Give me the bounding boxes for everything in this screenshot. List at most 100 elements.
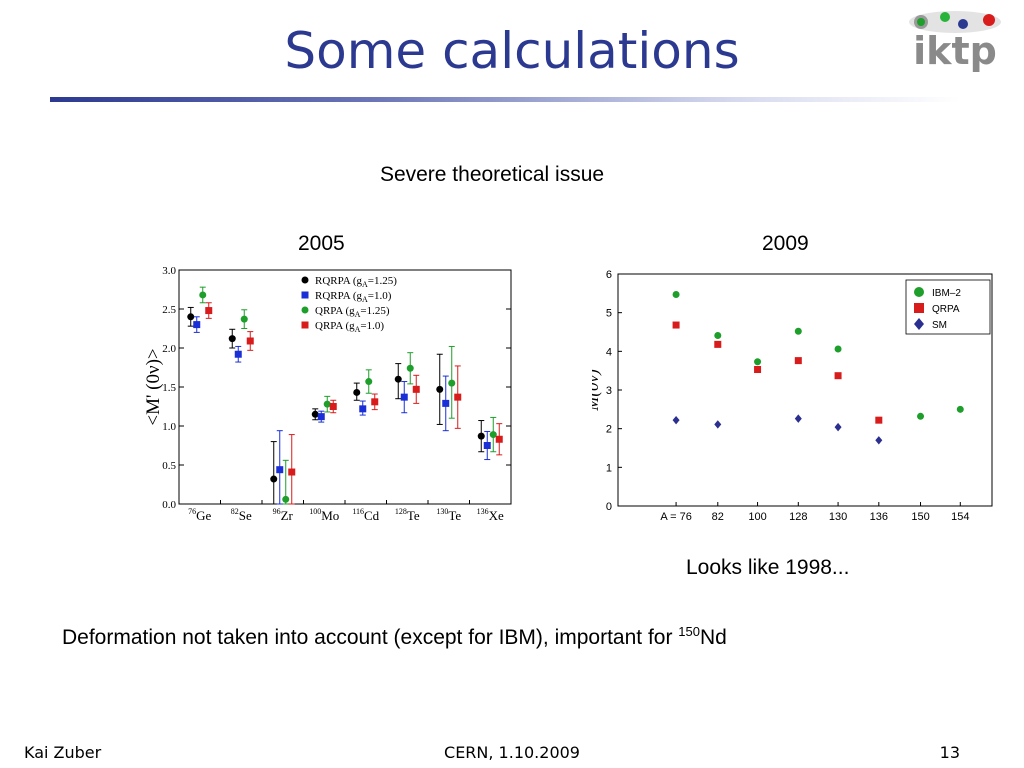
data-point	[228, 335, 236, 343]
footer-venue-date: CERN, 1.10.2009	[444, 743, 580, 762]
data-point	[834, 422, 842, 432]
data-point	[394, 375, 402, 383]
legend-marker	[301, 276, 309, 284]
data-point	[875, 436, 883, 445]
data-point	[875, 416, 883, 424]
data-point	[246, 337, 254, 345]
data-point	[371, 398, 379, 406]
data-point	[282, 495, 290, 503]
legend-marker	[301, 321, 309, 329]
chart-2005-plot: 0.0 0.5 1.0 1.5 2.0 2.5 3.0 <M' (0ν)> 76Ge 82Se 96…	[143, 265, 512, 523]
legend-entry: RQRPA (gA=1.0)	[315, 290, 392, 304]
data-point	[353, 388, 361, 396]
x-tick-label: 154	[951, 511, 969, 523]
chart-2009-plot: 0 1 2 3 4 5 6 M(0ν) A = 76 82 100 128 130 136 150 154 IB…	[592, 269, 993, 523]
y-tick-label: 3	[606, 385, 612, 397]
data-point	[754, 358, 762, 366]
legend-entry: QRPA (gA=1.25)	[315, 305, 390, 319]
x-tick-label: 136	[870, 511, 888, 523]
data-point	[714, 340, 722, 348]
slide-title: Some calculations	[284, 22, 740, 80]
y-tick-label: 0.0	[162, 499, 176, 511]
data-point	[714, 420, 722, 429]
x-tick-label: 82Se	[231, 507, 252, 523]
x-tick-label: 116Cd	[352, 507, 379, 523]
y-axis-label: <M' (0ν)>	[143, 348, 164, 425]
y-tick-label: 2.0	[162, 343, 176, 355]
data-point	[199, 291, 207, 299]
data-point	[442, 399, 450, 407]
legend-entry: QRPA	[932, 304, 960, 315]
legend-entry: QRPA (gA=1.0)	[315, 320, 384, 334]
bottom-statement: Deformation not taken into account (exce…	[62, 624, 727, 650]
data-point	[288, 468, 296, 476]
footer-page-number: 13	[939, 743, 960, 762]
x-tick-label: A = 76	[660, 511, 692, 523]
data-point	[495, 435, 503, 443]
x-tick-label: 130Te	[436, 507, 461, 523]
legend-entry: RQRPA (gA=1.25)	[315, 275, 397, 289]
data-point	[240, 315, 248, 323]
footer-author: Kai Zuber	[24, 743, 102, 762]
y-tick-label: 1.5	[162, 382, 176, 394]
year-2005-label: 2005	[298, 232, 345, 255]
data-point	[234, 350, 242, 358]
data-point	[205, 307, 213, 315]
legend-marker	[301, 306, 309, 314]
legend-marker	[914, 287, 924, 297]
x-tick-label: 100Mo	[309, 507, 339, 523]
x-tick-label: 128Te	[395, 507, 420, 523]
data-point	[672, 415, 680, 425]
y-tick-label: 4	[606, 346, 612, 358]
data-point	[794, 414, 802, 423]
legend-entry: IBM–2	[932, 288, 961, 299]
data-point	[400, 393, 408, 401]
chart-2005: 0.0 0.5 1.0 1.5 2.0 2.5 3.0 <M' (0ν)> 76Ge 82Se 96…	[133, 258, 525, 528]
data-point	[436, 385, 444, 393]
legend-marker	[914, 318, 924, 330]
data-point	[794, 327, 802, 335]
data-point	[323, 400, 331, 408]
legend-marker	[301, 291, 309, 299]
y-tick-label: 0	[606, 501, 612, 513]
data-point	[477, 432, 485, 440]
y-tick-label: 1	[606, 462, 612, 474]
x-tick-label: 130	[829, 511, 847, 523]
data-point	[754, 366, 762, 374]
x-tick-label: 100	[748, 511, 766, 523]
data-point	[276, 466, 284, 474]
y-tick-label: 2	[606, 424, 612, 436]
data-point	[714, 331, 722, 339]
data-point	[917, 412, 925, 420]
data-point	[406, 364, 414, 372]
data-point	[187, 313, 195, 321]
data-point	[270, 475, 278, 483]
iktp-logo: iktp	[909, 11, 1001, 72]
note-text: Looks like 1998...	[686, 556, 850, 579]
data-point	[834, 345, 842, 353]
data-point	[489, 431, 497, 439]
x-tick-label: 76Ge	[188, 507, 211, 523]
data-point	[672, 321, 680, 329]
y-tick-label: 0.5	[162, 460, 176, 472]
data-point	[329, 403, 337, 410]
data-point	[412, 385, 420, 393]
bottom-statement-text: Deformation not taken into account (exce…	[62, 626, 679, 649]
data-point	[834, 372, 842, 380]
data-point	[311, 410, 319, 418]
chart-2009: 0 1 2 3 4 5 6 M(0ν) A = 76 82 100 128 130 136 150 154 IB…	[592, 262, 1004, 524]
data-point	[359, 405, 367, 413]
data-point	[365, 378, 373, 386]
y-tick-label: 3.0	[162, 265, 176, 277]
data-point	[454, 393, 462, 401]
y-axis-label: M(0ν)	[592, 369, 602, 412]
x-tick-label: 136Xe	[477, 507, 504, 523]
data-point	[317, 413, 325, 421]
data-point	[483, 442, 491, 449]
x-tick-label: 96Zr	[273, 507, 294, 523]
y-tick-label: 6	[606, 269, 612, 281]
legend-entry: SM	[932, 320, 947, 331]
x-tick-label: 82	[712, 511, 724, 523]
data-point	[956, 405, 964, 413]
subtitle: Severe theoretical issue	[379, 163, 605, 186]
